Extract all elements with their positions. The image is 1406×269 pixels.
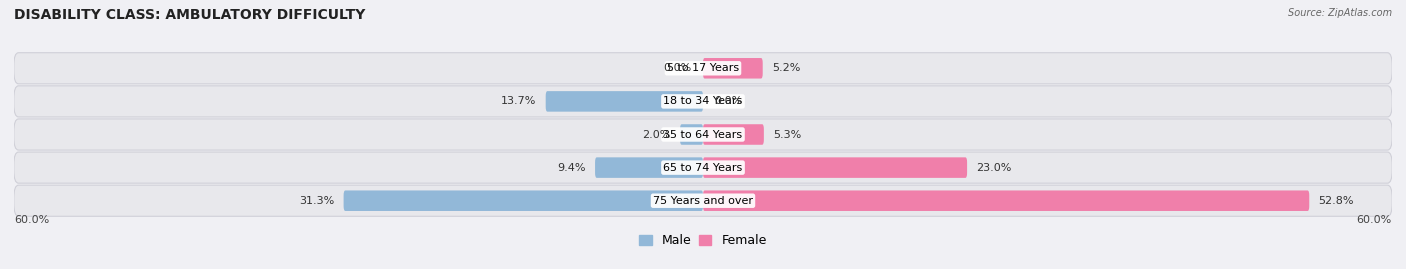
FancyBboxPatch shape [703,190,1309,211]
FancyBboxPatch shape [14,185,1392,216]
FancyBboxPatch shape [595,157,703,178]
Text: 65 to 74 Years: 65 to 74 Years [664,162,742,173]
Text: 60.0%: 60.0% [1357,215,1392,225]
FancyBboxPatch shape [546,91,703,112]
Text: 18 to 34 Years: 18 to 34 Years [664,96,742,107]
Text: 2.0%: 2.0% [643,129,671,140]
Text: 31.3%: 31.3% [299,196,335,206]
FancyBboxPatch shape [14,119,1392,150]
FancyBboxPatch shape [681,124,703,145]
Legend: Male, Female: Male, Female [634,229,772,252]
Text: 0.0%: 0.0% [714,96,742,107]
Text: 13.7%: 13.7% [501,96,537,107]
Text: Source: ZipAtlas.com: Source: ZipAtlas.com [1288,8,1392,18]
FancyBboxPatch shape [343,190,703,211]
Text: 23.0%: 23.0% [976,162,1012,173]
Text: 60.0%: 60.0% [14,215,49,225]
Text: 5.3%: 5.3% [773,129,801,140]
FancyBboxPatch shape [14,152,1392,183]
Text: DISABILITY CLASS: AMBULATORY DIFFICULTY: DISABILITY CLASS: AMBULATORY DIFFICULTY [14,8,366,22]
FancyBboxPatch shape [703,58,762,79]
Text: 52.8%: 52.8% [1319,196,1354,206]
FancyBboxPatch shape [703,124,763,145]
FancyBboxPatch shape [14,86,1392,117]
FancyBboxPatch shape [14,53,1392,84]
Text: 75 Years and over: 75 Years and over [652,196,754,206]
Text: 5.2%: 5.2% [772,63,800,73]
Text: 5 to 17 Years: 5 to 17 Years [666,63,740,73]
FancyBboxPatch shape [703,157,967,178]
Text: 35 to 64 Years: 35 to 64 Years [664,129,742,140]
Text: 9.4%: 9.4% [557,162,586,173]
Text: 0.0%: 0.0% [664,63,692,73]
